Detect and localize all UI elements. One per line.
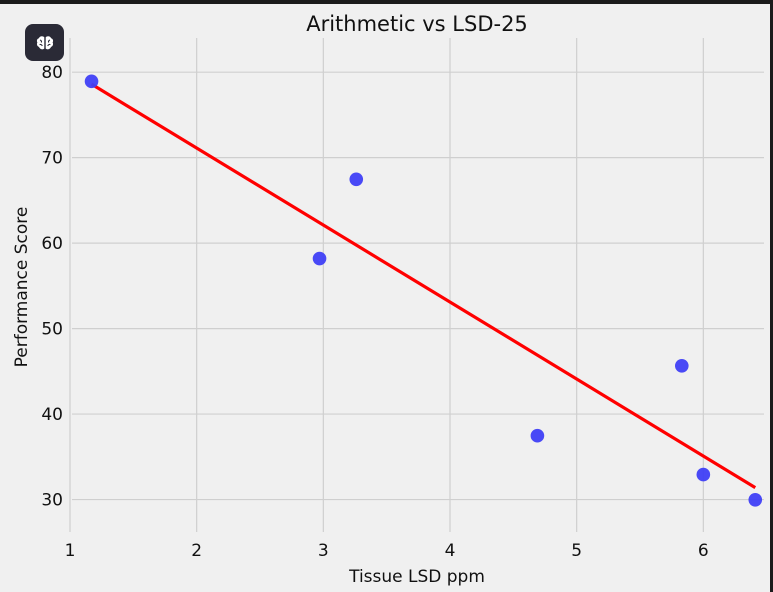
window-right-border [770,0,773,592]
tick-labels-layer: 1 2 3 4 5 6 30 40 50 60 70 80 [41,63,708,561]
points-layer [84,74,763,507]
x-axis-label: Tissue LSD ppm [348,567,485,587]
data-point [312,251,327,266]
x-tick-label: 2 [191,541,202,561]
grid-layer [69,38,764,532]
y-axis-label: Performance Score [12,207,32,368]
chart-title: Arithmetic vs LSD-25 [306,12,528,36]
y-tick-label: 80 [41,63,63,83]
y-tick-label: 50 [41,320,63,340]
y-tick-label: 30 [41,491,63,511]
data-point [748,492,763,507]
data-point [530,428,545,443]
app-badge[interactable] [25,24,64,61]
data-point [675,358,689,373]
trendline [90,82,757,489]
brain-icon [36,35,53,49]
data-point [696,467,711,482]
x-tick-label: 3 [318,541,329,561]
data-point [349,172,364,187]
trendline-layer [90,82,757,489]
x-tick-label: 1 [65,541,76,561]
y-tick-label: 60 [41,234,63,254]
y-tick-label: 70 [41,149,63,169]
x-tick-label: 6 [698,541,709,561]
y-tick-label: 40 [41,405,63,425]
x-tick-label: 4 [445,541,456,561]
data-point [84,74,99,89]
window-top-border [0,0,773,4]
x-tick-label: 5 [571,541,582,561]
